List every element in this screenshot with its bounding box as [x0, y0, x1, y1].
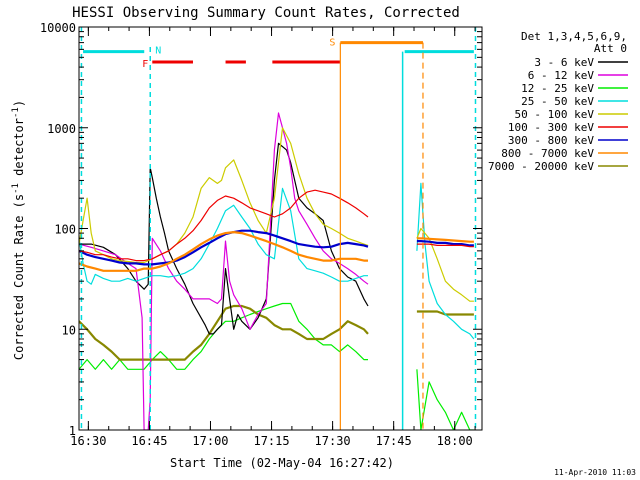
plot-area: 1 10 100 1000 10000 16:30 16:45 17:00 17:15 17:30… [40, 21, 483, 448]
y-axis-label: Corrected Count Rate (s-1 detector-1) [11, 100, 26, 360]
legend-label-6: 300 - 800 keV [508, 134, 594, 147]
y-axis-label-sup1: -1 [11, 183, 21, 194]
y-tick-label-1: 10 [62, 323, 76, 337]
legend-title-line-1: Att 0 [594, 42, 627, 55]
x-tick-label-4: 17:30 [315, 434, 351, 448]
f-label: F [142, 59, 148, 70]
legend-label-4: 50 - 100 keV [515, 108, 595, 121]
x-tick-label-3: 17:15 [253, 434, 289, 448]
x-tick-label-0: 16:30 [70, 434, 106, 448]
series-line-1 [79, 112, 369, 430]
y-axis-label-main: Corrected Count Rate (s [12, 194, 26, 360]
y-tick-label-3: 1000 [47, 122, 76, 136]
legend-title-line-0: Det 1,3,4,5,6,9, [521, 30, 627, 43]
y-tick-label-4: 10000 [40, 21, 76, 35]
series-line-5 [79, 189, 474, 262]
x-tick-label-2: 17:00 [192, 434, 228, 448]
footer-timestamp: 11-Apr-2010 11:03 [554, 468, 636, 477]
legend-label-7: 800 - 7000 keV [501, 147, 594, 160]
series-line-8 [79, 304, 474, 361]
s-label: S [329, 38, 335, 49]
x-axis-label: Start Time (02-May-04 16:27:42) [170, 456, 394, 470]
series-line-7 [79, 231, 474, 272]
y-tick-label-0: 1 [69, 424, 76, 438]
y-axis-label-sup2: -1 [11, 107, 21, 118]
legend-label-1: 6 - 12 keV [528, 69, 595, 82]
legend-label-8: 7000 - 20000 keV [488, 160, 594, 173]
y-axis-label-mid: detector [12, 118, 26, 183]
n-label: N [155, 46, 161, 57]
y-tick-label-2: 100 [54, 223, 76, 237]
series-line-6 [79, 229, 474, 266]
legend-label-0: 3 - 6 keV [534, 56, 594, 69]
legend-label-2: 12 - 25 keV [521, 82, 594, 95]
legend-label-5: 100 - 300 keV [508, 121, 594, 134]
x-tick-label-6: 18:00 [437, 434, 473, 448]
legend-label-3: 25 - 50 keV [521, 95, 594, 108]
x-tick-label-1: 16:45 [131, 434, 167, 448]
x-tick-label-5: 17:45 [376, 434, 412, 448]
series-line-0 [79, 142, 369, 335]
series-line-4 [79, 127, 474, 302]
y-axis-label-end: ) [12, 100, 26, 107]
chart-title: HESSI Observing Summary Count Rates, Cor… [72, 5, 460, 21]
series-line-2 [79, 302, 474, 430]
